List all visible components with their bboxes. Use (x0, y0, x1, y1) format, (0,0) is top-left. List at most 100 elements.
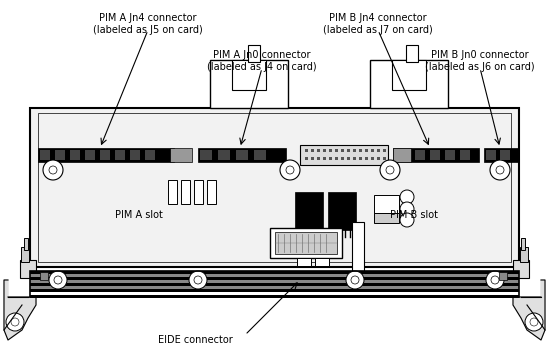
Bar (341, 149, 344, 152)
Bar (486, 150, 496, 160)
Bar (21, 247, 29, 262)
Circle shape (189, 271, 207, 289)
Bar (40, 272, 48, 280)
Bar (365, 157, 368, 160)
Circle shape (54, 276, 62, 284)
Bar (181, 180, 190, 204)
Bar (521, 238, 525, 250)
Bar (24, 238, 28, 250)
Circle shape (49, 166, 57, 174)
Bar (30, 274, 519, 277)
Circle shape (6, 313, 24, 331)
Bar (315, 258, 329, 266)
Bar (130, 150, 140, 160)
Bar (305, 149, 308, 152)
Bar (30, 283, 519, 286)
Bar (329, 157, 332, 160)
Bar (232, 60, 266, 90)
Bar (236, 150, 248, 160)
Bar (30, 280, 519, 283)
Bar (383, 149, 386, 152)
Bar (393, 148, 479, 162)
Circle shape (400, 213, 414, 227)
Bar (311, 149, 314, 152)
Bar (297, 258, 311, 266)
Circle shape (530, 318, 538, 326)
Bar (145, 150, 155, 160)
Circle shape (11, 318, 19, 326)
Bar (200, 150, 212, 160)
Circle shape (386, 166, 394, 174)
Bar (38, 113, 511, 262)
Circle shape (346, 271, 364, 289)
Bar (377, 149, 380, 152)
Polygon shape (513, 280, 545, 340)
Circle shape (486, 271, 504, 289)
Bar (323, 149, 326, 152)
Bar (30, 108, 519, 267)
Bar (328, 192, 356, 230)
Bar (359, 157, 362, 160)
Bar (365, 149, 368, 152)
Circle shape (490, 160, 510, 180)
Bar (513, 260, 529, 278)
Bar (30, 289, 519, 292)
Bar (377, 157, 380, 160)
Bar (40, 150, 50, 160)
Bar (168, 180, 177, 204)
Bar (30, 295, 519, 298)
Circle shape (496, 166, 504, 174)
Bar (341, 157, 344, 160)
Bar (520, 247, 528, 262)
Bar (393, 148, 411, 162)
Circle shape (351, 276, 359, 284)
Bar (392, 60, 426, 90)
Bar (430, 150, 440, 160)
Circle shape (400, 202, 414, 216)
Circle shape (43, 160, 63, 180)
Bar (295, 192, 323, 230)
Bar (499, 272, 507, 280)
Bar (445, 150, 455, 160)
Bar (329, 149, 332, 152)
Bar (20, 260, 36, 278)
Bar (500, 150, 510, 160)
Bar (371, 157, 374, 160)
Circle shape (380, 160, 400, 180)
Bar (406, 45, 418, 62)
Bar (30, 292, 519, 295)
Circle shape (194, 276, 202, 284)
Circle shape (491, 276, 499, 284)
Bar (100, 150, 110, 160)
Circle shape (49, 271, 67, 289)
Bar (359, 149, 362, 152)
Text: PIM A slot: PIM A slot (115, 210, 163, 220)
Bar (210, 60, 288, 108)
Bar (30, 286, 519, 289)
Text: PIM B Jn0 connector
(labeled as J6 on card): PIM B Jn0 connector (labeled as J6 on ca… (425, 50, 535, 72)
Bar (275, 232, 337, 254)
Bar (207, 180, 216, 204)
Bar (170, 148, 192, 162)
Text: PIM B slot: PIM B slot (390, 210, 438, 220)
Text: PIM B Jn4 connector
(labeled as J7 on card): PIM B Jn4 connector (labeled as J7 on ca… (323, 13, 433, 35)
Bar (323, 157, 326, 160)
Bar (335, 157, 338, 160)
Bar (70, 150, 80, 160)
Bar (374, 195, 399, 213)
Bar (317, 149, 320, 152)
Bar (30, 271, 519, 297)
Bar (305, 157, 308, 160)
Bar (353, 149, 356, 152)
Text: EIDE connector: EIDE connector (158, 335, 232, 345)
Bar (460, 150, 470, 160)
Bar (335, 149, 338, 152)
Bar (248, 45, 260, 62)
Circle shape (280, 160, 300, 180)
Bar (484, 148, 518, 162)
Bar (270, 228, 342, 258)
Bar (198, 148, 286, 162)
Bar (371, 149, 374, 152)
Circle shape (525, 313, 543, 331)
Bar (218, 150, 230, 160)
